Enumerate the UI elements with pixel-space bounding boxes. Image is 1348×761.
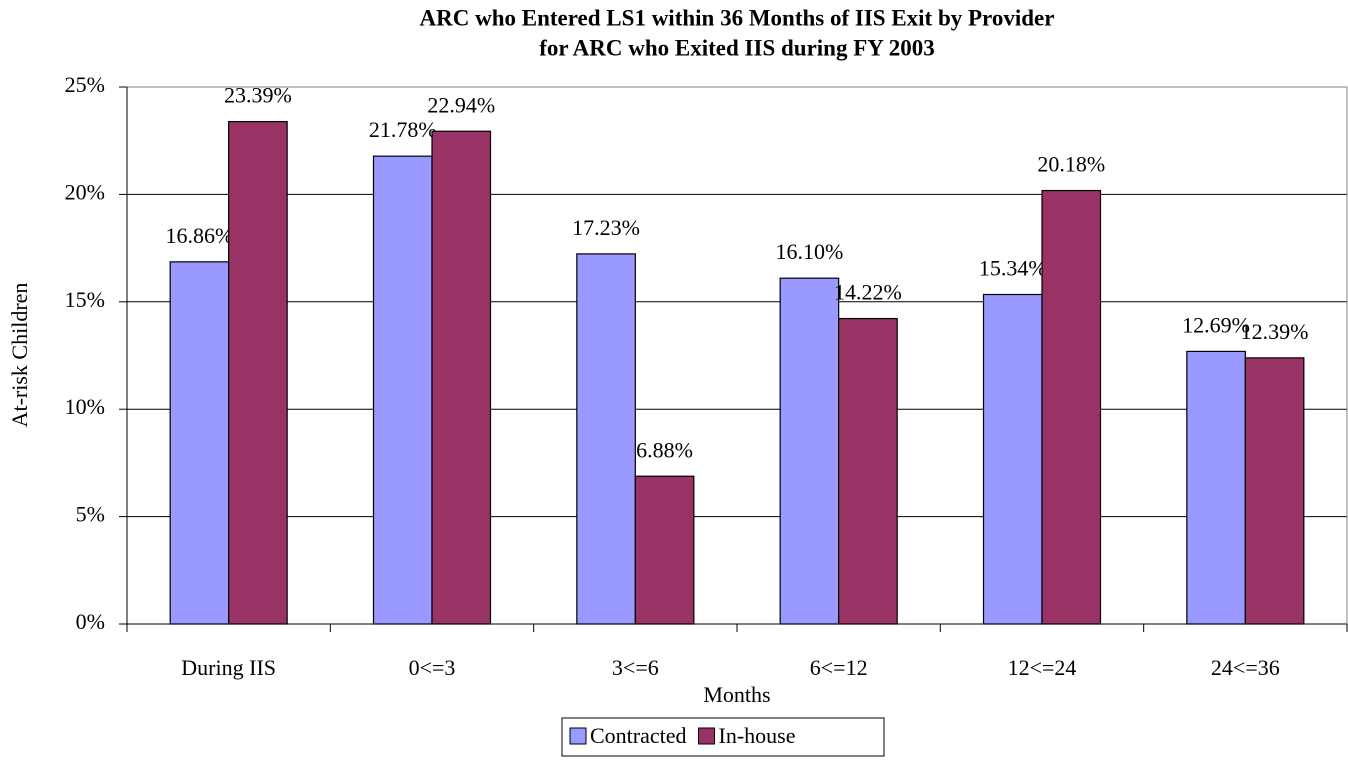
y-tick-label: 20%	[65, 179, 105, 204]
value-label: 16.86%	[166, 223, 234, 248]
bar	[634, 475, 695, 625]
y-axis-title: At-risk Children	[7, 283, 32, 428]
legend-box	[561, 717, 885, 757]
value-label: 22.94%	[427, 92, 495, 117]
bar	[779, 277, 840, 625]
x-tick-label: 24<=36	[1211, 655, 1280, 680]
value-label: 6.88%	[636, 437, 693, 462]
value-label: 23.39%	[224, 83, 292, 108]
bar	[372, 155, 433, 625]
bar	[228, 120, 288, 625]
x-tick-label: During IIS	[181, 655, 276, 680]
y-tick-label: 5%	[76, 502, 105, 527]
bar	[1186, 350, 1246, 625]
x-tick-label: 6<=12	[810, 655, 868, 680]
value-label: 12.69%	[1182, 312, 1250, 337]
x-tick-label: 0<=3	[409, 655, 456, 680]
bar	[169, 261, 230, 625]
x-tick-label: 3<=6	[612, 655, 659, 680]
y-tick-label: 0%	[76, 609, 105, 634]
value-label: 12.39%	[1241, 319, 1309, 344]
bar	[1041, 189, 1102, 625]
y-tick-label: 10%	[65, 394, 105, 419]
value-label: 15.34%	[979, 256, 1047, 281]
bar	[576, 253, 636, 625]
legend-swatch	[569, 727, 587, 745]
chart-title: ARC who Entered LS1 within 36 Months of …	[420, 5, 1055, 30]
legend-swatch	[698, 727, 716, 745]
bar	[431, 130, 492, 625]
bar	[1244, 357, 1305, 625]
value-label: 21.78%	[369, 117, 437, 142]
legend-label: In-house	[719, 723, 796, 748]
x-tick-label: 12<=24	[1008, 655, 1077, 680]
chart-title: for ARC who Exited IIS during FY 2003	[539, 35, 935, 60]
bar	[982, 293, 1043, 625]
x-axis-title: Months	[703, 682, 770, 707]
bar	[838, 317, 898, 625]
plot-border	[126, 86, 1348, 625]
value-label: 20.18%	[1037, 152, 1105, 177]
y-tick-label: 15%	[65, 287, 105, 312]
value-label: 16.10%	[776, 239, 844, 264]
value-label: 14.22%	[834, 280, 902, 305]
y-tick-label: 25%	[65, 72, 105, 97]
value-label: 17.23%	[572, 215, 640, 240]
legend-label: Contracted	[590, 723, 687, 748]
